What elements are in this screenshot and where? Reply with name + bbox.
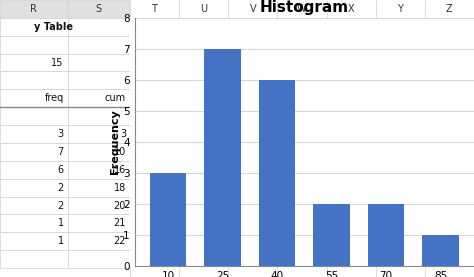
Bar — [204, 49, 241, 266]
Text: 6: 6 — [57, 165, 64, 175]
FancyBboxPatch shape — [0, 71, 67, 89]
FancyBboxPatch shape — [0, 143, 67, 161]
FancyBboxPatch shape — [0, 89, 67, 107]
FancyBboxPatch shape — [67, 36, 130, 54]
Title: Histogram: Histogram — [260, 0, 349, 15]
Text: W: W — [297, 4, 307, 14]
Text: X: X — [348, 4, 355, 14]
Text: 18: 18 — [114, 183, 126, 193]
Text: 1: 1 — [57, 218, 64, 229]
Text: 7: 7 — [57, 147, 64, 157]
FancyBboxPatch shape — [0, 18, 67, 36]
FancyBboxPatch shape — [67, 232, 130, 250]
Text: 22: 22 — [113, 236, 126, 246]
Text: 3: 3 — [120, 129, 126, 139]
FancyBboxPatch shape — [67, 0, 130, 18]
FancyBboxPatch shape — [0, 125, 67, 143]
Bar — [259, 80, 295, 266]
Bar — [422, 235, 458, 266]
Text: 21: 21 — [114, 218, 126, 229]
FancyBboxPatch shape — [67, 197, 130, 214]
FancyBboxPatch shape — [67, 250, 130, 268]
Text: Y: Y — [397, 4, 403, 14]
Text: 16: 16 — [114, 165, 126, 175]
Text: 10: 10 — [114, 147, 126, 157]
Text: V: V — [249, 4, 256, 14]
Bar — [150, 173, 186, 266]
Text: 2: 2 — [57, 183, 64, 193]
FancyBboxPatch shape — [67, 161, 130, 179]
FancyBboxPatch shape — [67, 107, 130, 125]
Text: Z: Z — [446, 4, 453, 14]
Text: y Table: y Table — [34, 22, 73, 32]
Y-axis label: Frequency: Frequency — [110, 110, 120, 175]
Text: U: U — [200, 4, 207, 14]
FancyBboxPatch shape — [0, 250, 67, 268]
Text: 1: 1 — [57, 236, 64, 246]
FancyBboxPatch shape — [67, 179, 130, 197]
FancyBboxPatch shape — [67, 125, 130, 143]
FancyBboxPatch shape — [0, 232, 67, 250]
Text: 15: 15 — [51, 58, 64, 68]
Text: 2: 2 — [57, 201, 64, 211]
Text: 20: 20 — [114, 201, 126, 211]
FancyBboxPatch shape — [0, 107, 67, 125]
FancyBboxPatch shape — [67, 89, 130, 107]
Text: R: R — [30, 4, 37, 14]
FancyBboxPatch shape — [0, 36, 67, 54]
Bar — [313, 204, 350, 266]
FancyBboxPatch shape — [0, 214, 67, 232]
FancyBboxPatch shape — [0, 54, 67, 71]
FancyBboxPatch shape — [67, 214, 130, 232]
FancyBboxPatch shape — [0, 0, 67, 18]
Text: T: T — [152, 4, 157, 14]
FancyBboxPatch shape — [67, 18, 130, 36]
Text: cum: cum — [105, 93, 126, 103]
FancyBboxPatch shape — [0, 179, 67, 197]
Text: freq: freq — [45, 93, 64, 103]
Text: 3: 3 — [57, 129, 64, 139]
FancyBboxPatch shape — [67, 71, 130, 89]
Text: S: S — [96, 4, 102, 14]
FancyBboxPatch shape — [67, 54, 130, 71]
FancyBboxPatch shape — [0, 161, 67, 179]
FancyBboxPatch shape — [0, 197, 67, 214]
FancyBboxPatch shape — [67, 143, 130, 161]
Bar — [368, 204, 404, 266]
